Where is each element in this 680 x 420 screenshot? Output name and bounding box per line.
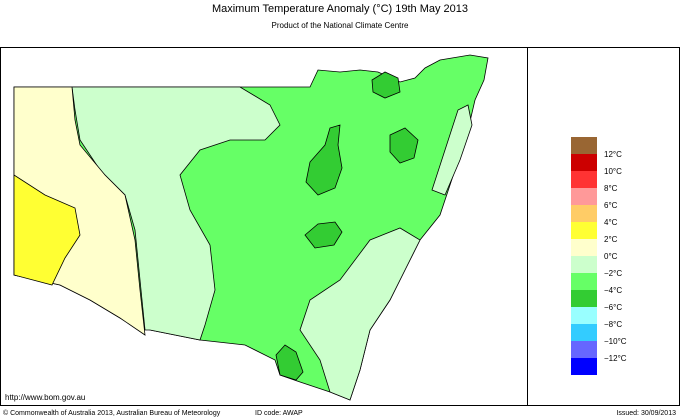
zone-green-4 (304, 221, 343, 249)
colorbar-box (571, 256, 597, 273)
colorbar-box (571, 171, 597, 188)
colorbar-box (571, 324, 597, 341)
colorbar-label: 4°C (604, 218, 618, 227)
zone-green-2 (389, 127, 419, 164)
colorbar-label: 6°C (604, 201, 618, 210)
zone-green-3 (305, 124, 343, 196)
id-code: ID code: AWAP (255, 410, 303, 417)
colorbar-box (571, 341, 597, 358)
colorbar-box (571, 154, 597, 171)
colorbar-label: −2°C (604, 269, 622, 278)
colorbar-label: −6°C (604, 303, 622, 312)
colorbar-box (571, 188, 597, 205)
title: Maximum Temperature Anomaly (°C) 19th Ma… (212, 3, 468, 15)
colorbar-label: −8°C (604, 320, 622, 329)
colorbar-box (571, 205, 597, 222)
issued: Issued: 30/09/2013 (616, 410, 676, 417)
colorbar-box (571, 307, 597, 324)
copyright: © Commonwealth of Australia 2013, Austra… (3, 409, 221, 417)
colorbar: 12°C 10°C 8°C 6°C 4°C 2°C 0°C −2°C −4°C −6°C −8°C −… (571, 137, 627, 375)
colorbar-box (571, 273, 597, 290)
colorbar-label: 10°C (604, 167, 622, 176)
colorbar-box (571, 290, 597, 307)
colorbar-label: 12°C (604, 150, 622, 159)
colorbar-box (571, 137, 597, 154)
subtitle: Product of the National Climate Centre (272, 21, 410, 30)
colorbar-label: 2°C (604, 235, 618, 244)
colorbar-label: −10°C (604, 337, 627, 346)
colorbar-box (571, 222, 597, 239)
url: http://www.bom.gov.au (5, 393, 85, 402)
zone-yellow (13, 174, 81, 286)
zone-pale-green-coast (299, 227, 421, 401)
colorbar-box (571, 239, 597, 256)
zone-green-1 (371, 71, 401, 99)
colorbar-box (571, 358, 597, 375)
map (13, 54, 489, 401)
zone-green-5 (275, 344, 304, 381)
colorbar-label: 8°C (604, 184, 618, 193)
colorbar-label: −12°C (604, 354, 627, 363)
colorbar-label: −4°C (604, 286, 622, 295)
colorbar-label: 0°C (604, 252, 618, 261)
zone-pale-green-north (431, 104, 473, 196)
